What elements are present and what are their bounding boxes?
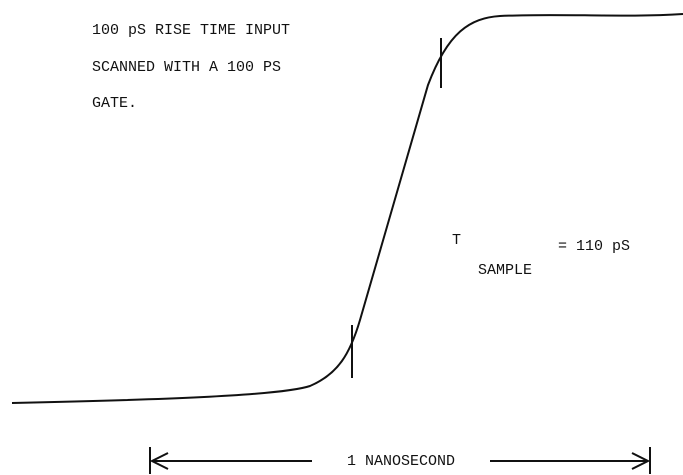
scale-label: 1 NANOSECOND xyxy=(347,453,455,470)
formula-symbol: T xyxy=(452,232,461,249)
annotation-line: GATE. xyxy=(92,95,137,112)
annotation-line: SCANNED WITH A 100 PS xyxy=(92,59,281,76)
formula-subscript: SAMPLE xyxy=(478,262,532,279)
formula-value: = 110 pS xyxy=(558,238,630,255)
waveform xyxy=(11,13,683,404)
scale-arrow xyxy=(149,447,651,474)
annotation-line: 100 pS RISE TIME INPUT xyxy=(92,22,290,39)
